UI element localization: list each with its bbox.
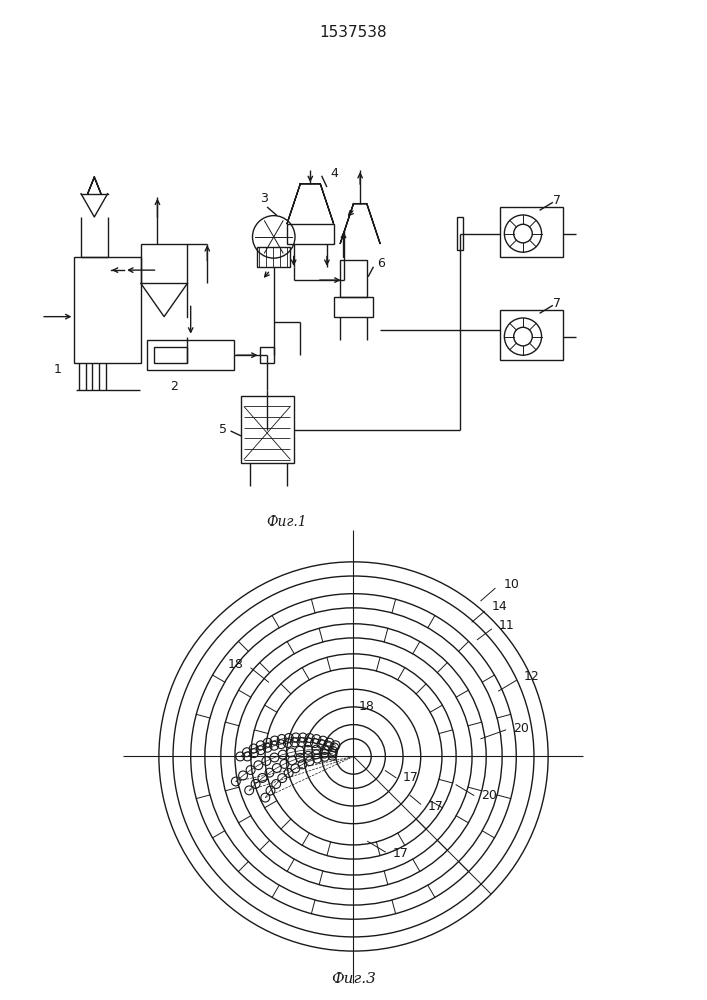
Text: 11: 11: [498, 619, 514, 632]
Text: 18: 18: [359, 700, 375, 713]
Text: 17: 17: [392, 847, 409, 860]
Bar: [154, 347, 187, 363]
Bar: [240, 396, 293, 463]
Bar: [260, 347, 274, 363]
Text: 7: 7: [553, 194, 561, 207]
Text: 14: 14: [491, 600, 507, 613]
Bar: [340, 260, 367, 297]
Bar: [74, 257, 141, 363]
Bar: [457, 217, 463, 250]
Text: 17: 17: [428, 800, 444, 812]
Text: 5: 5: [219, 423, 227, 436]
Text: 2: 2: [170, 380, 178, 393]
Bar: [287, 224, 334, 244]
Text: 20: 20: [513, 722, 529, 735]
Text: 18: 18: [228, 658, 244, 671]
Text: 1: 1: [54, 363, 62, 376]
Bar: [141, 244, 187, 283]
Bar: [148, 340, 234, 370]
Bar: [257, 247, 291, 267]
Text: 12: 12: [523, 670, 539, 683]
Bar: [334, 297, 373, 317]
Bar: [500, 310, 563, 360]
Text: Фиг.1: Фиг.1: [267, 515, 308, 529]
Text: 6: 6: [377, 257, 385, 270]
Text: 1537538: 1537538: [320, 25, 387, 40]
Text: 4: 4: [330, 167, 338, 180]
Text: 10: 10: [504, 578, 520, 591]
Text: 3: 3: [260, 192, 268, 205]
Text: 17: 17: [403, 771, 419, 784]
Text: 20: 20: [481, 789, 497, 802]
Bar: [500, 207, 563, 257]
Text: Фиг.3: Фиг.3: [331, 972, 376, 986]
Text: 7: 7: [553, 297, 561, 310]
